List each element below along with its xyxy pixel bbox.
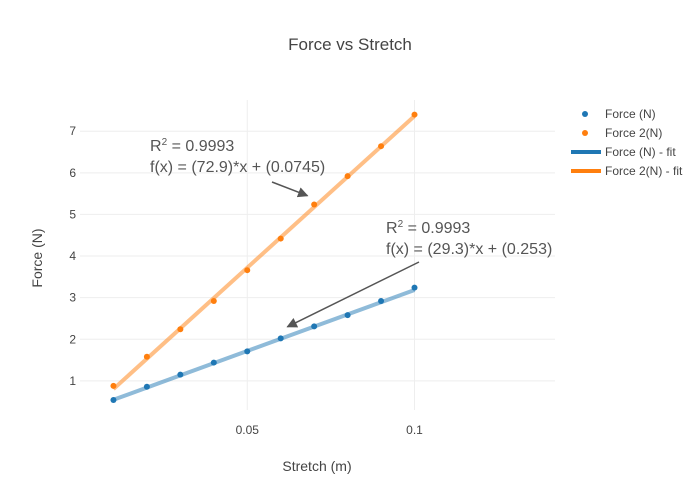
data-point-s0 xyxy=(177,371,184,378)
data-point-s0 xyxy=(143,383,150,390)
annotation-arrow-1 xyxy=(286,261,420,328)
y-tick-label: 1 xyxy=(69,374,76,388)
chart-title: Force vs Stretch xyxy=(288,35,412,54)
data-point-s1 xyxy=(143,353,150,360)
legend-marker-0 xyxy=(582,111,588,117)
y-tick-label: 3 xyxy=(69,291,76,305)
axis-ticks: 0.05 0.1 1 2 3 4 5 6 7 xyxy=(69,124,423,437)
y-tick-label: 5 xyxy=(69,207,76,221)
annotation-formula-1: f(x) = (29.3)*x + (0.253) xyxy=(386,241,552,258)
data-point-s0 xyxy=(110,397,117,404)
x-axis-label: Stretch (m) xyxy=(282,458,351,474)
x-tick-label: 0.1 xyxy=(406,423,423,437)
data-point-s1 xyxy=(277,235,284,242)
data-point-s1 xyxy=(411,111,418,118)
data-point-s1 xyxy=(244,267,251,274)
data-point-s1 xyxy=(311,201,318,208)
data-point-s1 xyxy=(210,297,217,304)
data-point-s0 xyxy=(277,335,284,342)
data-point-s1 xyxy=(177,326,184,333)
y-tick-label: 7 xyxy=(69,124,76,138)
fit-lines xyxy=(112,114,416,402)
annotation-r2-superscript: 2 xyxy=(162,137,168,148)
annotation-r2-1: R2 = 0.9993 xyxy=(386,219,470,237)
grid-layer xyxy=(80,100,555,410)
data-point-s0 xyxy=(378,297,385,304)
data-markers xyxy=(110,111,418,404)
annotation-r2-symbol: R xyxy=(386,220,398,237)
annotation-r2-0: R2 = 0.9993 xyxy=(150,137,234,155)
annotation-r2-symbol: R xyxy=(150,138,162,155)
annotation-formula-0: f(x) = (72.9)*x + (0.0745) xyxy=(150,159,325,176)
legend-marker-1 xyxy=(582,130,588,136)
legend-label-1: Force 2(N) xyxy=(605,126,662,140)
x-tick-label: 0.05 xyxy=(236,423,260,437)
annotation-r2-value: = 0.9993 xyxy=(403,220,470,237)
fit-line-2 xyxy=(112,288,416,402)
data-point-s0 xyxy=(244,348,251,355)
data-point-s0 xyxy=(344,312,351,319)
annotation-r2-superscript: 2 xyxy=(398,219,404,230)
legend-label-0: Force (N) xyxy=(605,107,656,121)
data-point-s1 xyxy=(110,382,117,389)
y-axis-label: Force (N) xyxy=(29,228,45,287)
annotation-r2-value: = 0.9993 xyxy=(167,138,234,155)
data-point-s1 xyxy=(378,143,385,150)
legend-label-3: Force 2(N) - fit xyxy=(605,164,683,178)
y-tick-label: 2 xyxy=(69,332,76,346)
legend: Force (N) Force 2(N) Force (N) - fit Force … xyxy=(571,107,683,178)
data-point-s0 xyxy=(411,284,418,291)
y-tick-label: 6 xyxy=(69,166,76,180)
legend-label-2: Force (N) - fit xyxy=(605,145,676,159)
data-point-s0 xyxy=(311,323,318,330)
data-point-s0 xyxy=(210,359,217,366)
data-point-s1 xyxy=(344,173,351,180)
fit-line-3 xyxy=(112,114,416,391)
annotation-arrow-0 xyxy=(271,181,309,198)
y-tick-label: 4 xyxy=(69,249,76,263)
